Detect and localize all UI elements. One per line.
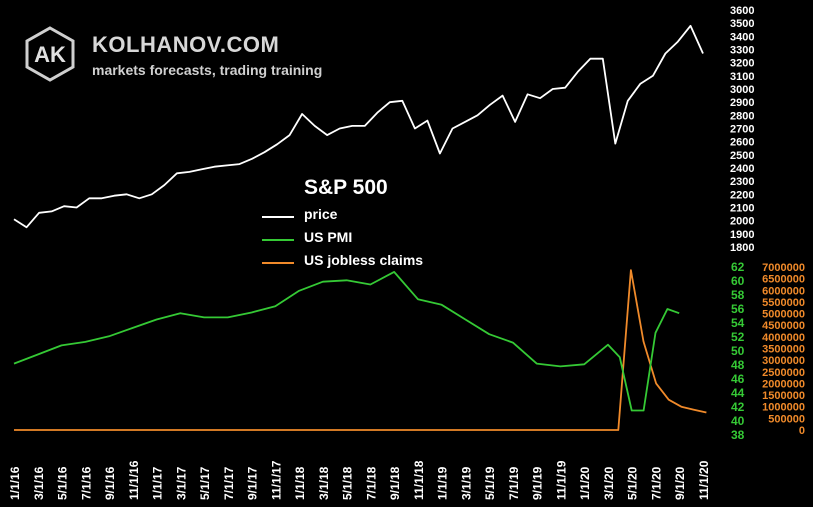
pmi-tick-label: 62 — [731, 260, 745, 274]
price-tick-label: 1800 — [730, 242, 754, 254]
x-tick-label: 5/1/18 — [341, 466, 355, 500]
x-tick-label: 5/1/17 — [198, 466, 212, 500]
x-tick-label: 1/1/16 — [8, 466, 22, 500]
x-tick-label: 1/1/17 — [151, 466, 165, 500]
claims-tick-label: 2000000 — [762, 378, 805, 390]
x-tick-label: 3/1/18 — [317, 466, 331, 500]
x-tick-label: 5/1/19 — [483, 466, 497, 500]
claims-tick-label: 4500000 — [762, 320, 805, 332]
x-tick-label: 3/1/17 — [174, 466, 188, 500]
price-tick-label: 3000 — [730, 84, 754, 96]
price-tick-label: 3200 — [730, 58, 754, 70]
x-tick-label: 7/1/18 — [364, 466, 378, 500]
x-tick-label: 9/1/17 — [246, 466, 260, 500]
x-tick-label: 9/1/20 — [673, 466, 687, 500]
price-tick-label: 2600 — [730, 137, 754, 149]
x-tick-label: 11/1/18 — [412, 460, 426, 500]
x-tick-label: 1/1/18 — [293, 466, 307, 500]
claims-tick-label: 6000000 — [762, 285, 805, 297]
price-tick-label: 3600 — [730, 5, 754, 17]
brand-tagline: markets forecasts, trading training — [92, 62, 323, 78]
pmi-tick-label: 50 — [731, 344, 745, 358]
x-tick-label: 7/1/17 — [222, 466, 236, 500]
x-tick-label: 11/1/20 — [697, 460, 711, 500]
claims-tick-label: 5500000 — [762, 297, 805, 309]
pmi-tick-label: 60 — [731, 274, 745, 288]
claims-tick-label: 2500000 — [762, 367, 805, 379]
brand-block: AK KOLHANOV.COM markets forecasts, tradi… — [22, 26, 352, 86]
pmi-tick-label: 54 — [731, 316, 745, 330]
x-tick-label: 5/1/16 — [56, 466, 70, 500]
x-tick-label: 3/1/19 — [459, 466, 473, 500]
claims-tick-label: 4000000 — [762, 332, 805, 344]
chart-title: S&P 500 — [304, 176, 388, 199]
x-tick-label: 7/1/20 — [649, 466, 663, 500]
price-tick-label: 2900 — [730, 97, 754, 109]
x-tick-label: 7/1/19 — [507, 466, 521, 500]
x-tick-label: 9/1/18 — [388, 466, 402, 500]
price-tick-label: 3500 — [730, 18, 754, 30]
claims-tick-label: 6500000 — [762, 274, 805, 286]
legend-item-pmi: US PMI — [262, 229, 482, 252]
price-tick-label: 3300 — [730, 45, 754, 57]
price-tick-label: 3100 — [730, 71, 754, 83]
x-tick-label: 11/1/16 — [127, 460, 141, 500]
legend-label-pmi: US PMI — [304, 229, 353, 245]
legend-swatch-claims — [262, 262, 294, 264]
x-tick-label: 1/1/20 — [578, 466, 592, 500]
x-tick-label: 1/1/19 — [436, 466, 450, 500]
price-tick-label: 2200 — [730, 189, 754, 201]
claims-tick-label: 0 — [799, 425, 805, 437]
claims-tick-label: 7000000 — [762, 262, 805, 274]
claims-tick-label: 5000000 — [762, 309, 805, 321]
claims-tick-label: 1000000 — [762, 402, 805, 414]
legend-swatch-pmi — [262, 239, 294, 241]
pmi-tick-label: 42 — [731, 400, 745, 414]
x-tick-label: 3/1/20 — [602, 466, 616, 500]
price-tick-label: 2300 — [730, 176, 754, 188]
pmi-tick-label: 48 — [731, 358, 745, 372]
x-tick-label: 5/1/20 — [626, 466, 640, 500]
claims-tick-label: 3000000 — [762, 355, 805, 367]
pmi-tick-label: 58 — [731, 288, 745, 302]
price-tick-label: 2000 — [730, 216, 754, 228]
price-tick-label: 2500 — [730, 150, 754, 162]
claims-line — [14, 269, 707, 431]
x-tick-label: 9/1/16 — [103, 466, 117, 500]
legend-item-price: price — [262, 206, 482, 229]
legend-label-price: price — [304, 206, 338, 222]
logo-text: AK — [34, 42, 66, 67]
legend-item-claims: US jobless claims — [262, 252, 482, 275]
pmi-tick-label: 46 — [731, 372, 745, 386]
x-tick-label: 9/1/19 — [531, 466, 545, 500]
price-tick-label: 3400 — [730, 31, 754, 43]
pmi-tick-label: 40 — [731, 414, 745, 428]
x-tick-label: 3/1/16 — [32, 466, 46, 500]
pmi-tick-label: 56 — [731, 302, 745, 316]
legend-label-claims: US jobless claims — [304, 252, 424, 268]
price-tick-label: 2700 — [730, 124, 754, 136]
claims-tick-label: 1500000 — [762, 390, 805, 402]
price-tick-label: 2100 — [730, 203, 754, 215]
pmi-tick-label: 38 — [731, 428, 745, 442]
price-tick-label: 1900 — [730, 229, 754, 241]
claims-tick-label: 3500000 — [762, 344, 805, 356]
price-tick-label: 2800 — [730, 110, 754, 122]
ak-logo-icon: AK — [25, 26, 75, 82]
pmi-tick-label: 52 — [731, 330, 745, 344]
legend-swatch-price — [262, 216, 294, 218]
price-line — [13, 24, 704, 229]
pmi-line — [13, 270, 680, 412]
brand-name: KOLHANOV.COM — [92, 32, 280, 57]
x-tick-label: 7/1/16 — [79, 466, 93, 500]
legend: price US PMI US jobless claims — [262, 206, 482, 275]
x-tick-label: 11/1/17 — [269, 460, 283, 500]
claims-tick-label: 500000 — [768, 413, 805, 425]
pmi-tick-label: 44 — [731, 386, 745, 400]
x-tick-label: 11/1/19 — [554, 460, 568, 500]
price-tick-label: 2400 — [730, 163, 754, 175]
